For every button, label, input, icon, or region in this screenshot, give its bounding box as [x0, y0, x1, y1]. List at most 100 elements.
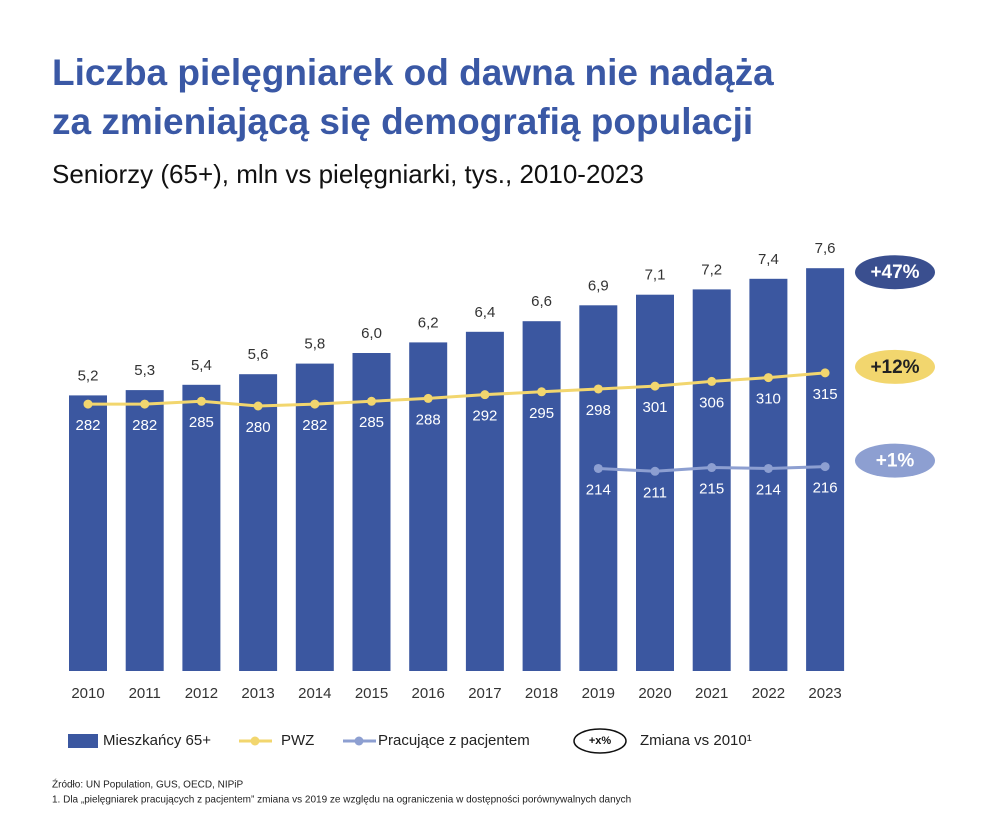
point	[650, 381, 660, 391]
value-label: 5,4	[191, 357, 212, 374]
legend-badge-label: +x%	[589, 735, 612, 747]
value-label: 7,1	[645, 267, 666, 284]
source: Źródło: UN Population, GUS, OECD, NIPiP	[52, 778, 244, 791]
x-tick-label: 2012	[185, 685, 218, 702]
value-label: 295	[529, 405, 554, 422]
value-label: 292	[472, 408, 497, 425]
change-badge-label: +47%	[870, 262, 919, 283]
bar	[295, 363, 334, 671]
point	[650, 466, 660, 476]
bar	[352, 353, 391, 671]
change-badge	[855, 349, 935, 384]
legend-label: Pracujące z pacjentem	[378, 732, 530, 749]
point	[707, 463, 717, 473]
x-tick-label: 2014	[298, 685, 331, 702]
x-tick-label: 2020	[638, 685, 671, 702]
value-label: 216	[813, 480, 838, 497]
value-label: 7,4	[758, 251, 779, 268]
point	[820, 368, 830, 378]
x-tick-label: 2018	[525, 685, 558, 702]
point	[763, 463, 773, 473]
change-badge	[855, 255, 935, 290]
legend-swatch	[354, 736, 364, 746]
point	[707, 376, 717, 386]
value-label: 282	[132, 417, 157, 434]
value-label: 6,9	[588, 277, 609, 294]
value-label: 6,6	[531, 293, 552, 310]
point	[140, 399, 150, 409]
bar	[409, 342, 448, 671]
point	[253, 401, 263, 411]
legend-swatch	[68, 734, 98, 748]
bar	[125, 390, 164, 671]
bar	[749, 278, 788, 671]
point	[423, 393, 433, 403]
point	[367, 396, 376, 406]
change-badge-label: +1%	[876, 451, 915, 472]
value-label: 310	[756, 391, 781, 408]
value-label: 5,8	[304, 336, 325, 353]
value-label: 282	[75, 417, 100, 434]
bar	[636, 294, 674, 671]
point	[310, 399, 320, 409]
x-tick-label: 2015	[355, 685, 388, 702]
value-label: 7,6	[815, 240, 836, 257]
x-tick-label: 2021	[695, 685, 728, 702]
value-label: 315	[813, 386, 838, 403]
chart-subtitle: Seniorzy (65+), mln vs pielęgniarki, tys…	[52, 159, 644, 189]
x-tick-label: 2011	[129, 685, 161, 702]
chart-title: Liczba pielęgniarek od dawna nie nadąża	[52, 52, 774, 93]
value-label: 211	[643, 484, 667, 501]
change-badge-label: +12%	[870, 357, 919, 378]
value-label: 215	[699, 480, 724, 497]
bar	[692, 289, 731, 671]
x-tick-label: 2010	[71, 685, 104, 702]
x-tick-label: 2022	[752, 685, 785, 702]
bar	[522, 321, 561, 671]
point	[480, 390, 490, 400]
line	[88, 371, 826, 408]
value-label: 280	[246, 419, 271, 436]
point	[820, 462, 830, 472]
value-label: 301	[642, 399, 667, 416]
point	[593, 463, 603, 473]
value-label: 214	[586, 481, 611, 498]
value-label: 282	[302, 417, 327, 434]
x-tick-label: 2017	[468, 685, 501, 702]
bar	[182, 384, 221, 671]
x-tick-label: 2023	[808, 685, 841, 702]
bar	[579, 305, 618, 671]
legend-label: Zmiana vs 2010¹	[640, 732, 752, 749]
point	[196, 396, 206, 406]
bar	[465, 331, 504, 671]
point	[593, 384, 603, 394]
value-label: 6,0	[361, 325, 382, 342]
value-label: 6,4	[474, 304, 495, 321]
bar	[239, 374, 278, 671]
value-label: 5,2	[78, 367, 99, 384]
value-label: 298	[586, 402, 611, 419]
value-label: 5,6	[248, 346, 269, 363]
value-label: 5,3	[134, 362, 155, 379]
value-label: 285	[359, 414, 384, 431]
value-label: 285	[189, 414, 214, 431]
value-label: 288	[416, 411, 441, 428]
change-badge	[855, 443, 935, 478]
x-tick-label: 2013	[241, 685, 274, 702]
legend-label: PWZ	[281, 732, 314, 749]
legend-swatch	[250, 736, 260, 746]
value-label: 214	[756, 481, 781, 498]
value-label: 306	[699, 394, 724, 411]
value-label: 6,2	[418, 314, 439, 331]
point	[537, 387, 547, 397]
footnote: 1. Dla „pielęgniarek pracujących z pacje…	[52, 795, 631, 806]
legend-label: Mieszkańcy 65+	[103, 732, 211, 749]
chart-title: za zmieniającą się demografią populacji	[52, 101, 753, 142]
point	[763, 373, 773, 383]
x-tick-label: 2016	[412, 685, 445, 702]
value-label: 7,2	[701, 261, 722, 278]
x-tick-label: 2019	[582, 685, 615, 702]
bar	[69, 395, 107, 671]
legend-badge	[573, 728, 627, 754]
